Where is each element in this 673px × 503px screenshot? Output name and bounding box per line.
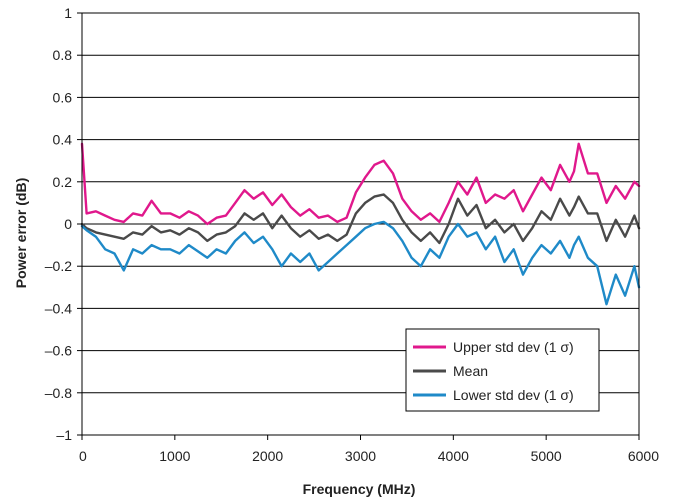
series-lines [80, 142, 641, 306]
legend: Upper std dev (1 σ) Mean Lower std dev (1 … [405, 328, 600, 412]
x-tick-label-5: 5000 [531, 448, 562, 464]
axes [77, 12, 640, 440]
y-tick-label-5: 0 [64, 216, 72, 232]
y-tick-label-4: 0.2 [53, 174, 73, 190]
x-tick-label-6: 6000 [628, 448, 659, 464]
y-tick-label-0: 1 [64, 5, 72, 21]
x-tick-label-1: 1000 [159, 448, 190, 464]
x-axis-title: Frequency (MHz) [303, 481, 416, 497]
x-tick-label-4: 4000 [438, 448, 469, 464]
legend-label-1: Mean [453, 363, 488, 379]
series-line-1 [80, 193, 641, 245]
y-tick-label-6: –0.2 [45, 258, 72, 274]
legend-label-0: Upper std dev (1 σ) [453, 339, 574, 355]
y-tick-label-2: 0.6 [53, 89, 73, 105]
x-tick-label-0: 0 [79, 448, 87, 464]
series-line-2 [80, 220, 641, 306]
y-axis-title: Power error (dB) [13, 178, 29, 288]
y-tick-label-8: –0.6 [45, 343, 72, 359]
y-tick-label-3: 0.4 [53, 132, 73, 148]
y-tick-labels: 1 0.8 0.6 0.4 0.2 0 –0.2 –0.4 –0.6 –0.8 –1 [45, 5, 72, 443]
y-tick-label-1: 0.8 [53, 47, 73, 63]
y-tick-label-7: –0.4 [45, 300, 72, 316]
y-tick-label-10: –1 [56, 427, 72, 443]
x-tick-label-3: 3000 [345, 448, 376, 464]
legend-label-2: Lower std dev (1 σ) [453, 387, 574, 403]
series-line-0 [80, 142, 641, 226]
x-tick-labels: 0 1000 2000 3000 4000 5000 6000 [79, 448, 659, 464]
x-tick-label-2: 2000 [252, 448, 283, 464]
y-tick-label-9: –0.8 [45, 385, 72, 401]
